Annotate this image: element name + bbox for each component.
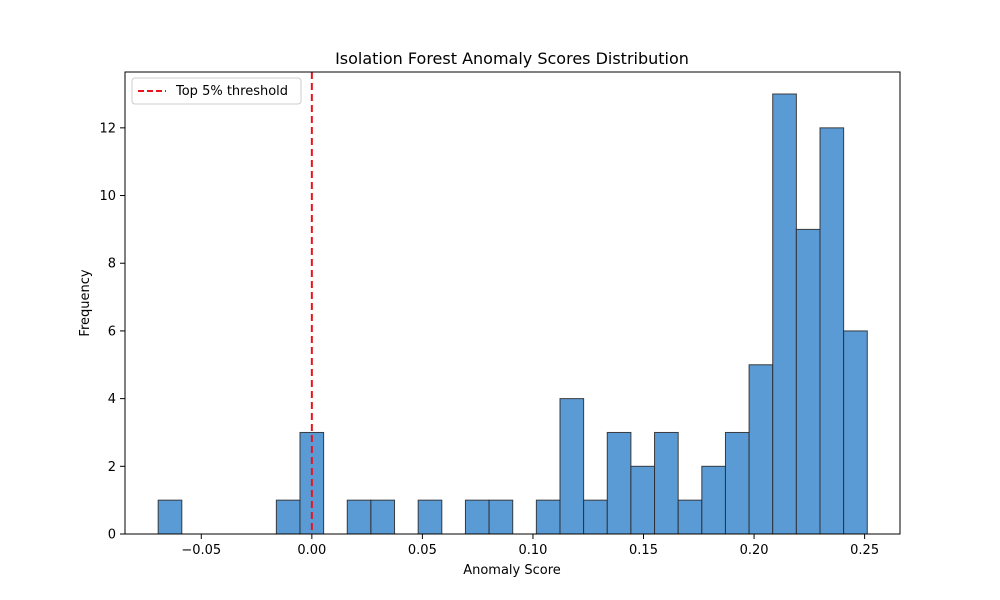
histogram-bar xyxy=(748,364,774,535)
y-tick-label: 4 xyxy=(108,392,116,407)
y-tick-label: 10 xyxy=(99,189,116,204)
histogram-bar xyxy=(772,93,797,535)
histogram-bar xyxy=(701,465,726,535)
histogram-bar xyxy=(275,499,301,535)
y-tick-label: 8 xyxy=(108,257,116,272)
x-axis-ticks: −0.05 0.00 0.05 0.10 0.15 0.20 0.25 xyxy=(181,534,879,558)
x-tick-label: 0.25 xyxy=(850,543,879,558)
histogram-bar xyxy=(654,431,679,535)
histogram-bar xyxy=(559,398,585,535)
histogram-bar xyxy=(819,127,845,535)
x-tick-label: 0.20 xyxy=(740,543,769,558)
x-axis-label: Anomaly Score xyxy=(463,563,561,578)
histogram-bar xyxy=(370,499,396,535)
histogram-bar xyxy=(535,499,561,535)
x-tick-label: 0.10 xyxy=(518,543,547,558)
histogram-bar xyxy=(724,431,750,535)
chart-title: Isolation Forest Anomaly Scores Distribu… xyxy=(335,49,689,68)
histogram-bar xyxy=(795,228,821,535)
x-tick-label: 0.15 xyxy=(629,543,658,558)
histogram-bar xyxy=(464,499,490,535)
legend-box xyxy=(131,77,302,105)
y-axis-ticks: 0 2 4 6 8 10 12 xyxy=(99,121,125,543)
histogram-bars xyxy=(157,93,868,535)
histogram-bar xyxy=(606,431,632,535)
x-tick-label: 0.05 xyxy=(408,543,437,558)
legend-threshold-label: Top 5% threshold xyxy=(175,84,288,99)
y-tick-label: 2 xyxy=(108,460,116,475)
histogram-bar xyxy=(677,499,703,535)
y-tick-label: 6 xyxy=(108,324,116,339)
y-tick-label: 12 xyxy=(99,121,116,136)
histogram-bar xyxy=(157,499,183,535)
y-tick-label: 0 xyxy=(108,528,116,543)
histogram-bar xyxy=(488,499,514,535)
legend: Top 5% threshold xyxy=(131,77,302,105)
histogram-bar xyxy=(583,499,608,535)
histogram-bar xyxy=(346,499,372,535)
y-axis-label: Frequency xyxy=(78,269,93,336)
histogram-bar xyxy=(630,465,656,535)
x-tick-label: 0.00 xyxy=(297,543,326,558)
x-tick-label: −0.05 xyxy=(181,543,221,558)
histogram-bar xyxy=(843,330,868,535)
plot-area-frame xyxy=(124,71,901,535)
histogram-bar xyxy=(417,499,443,535)
